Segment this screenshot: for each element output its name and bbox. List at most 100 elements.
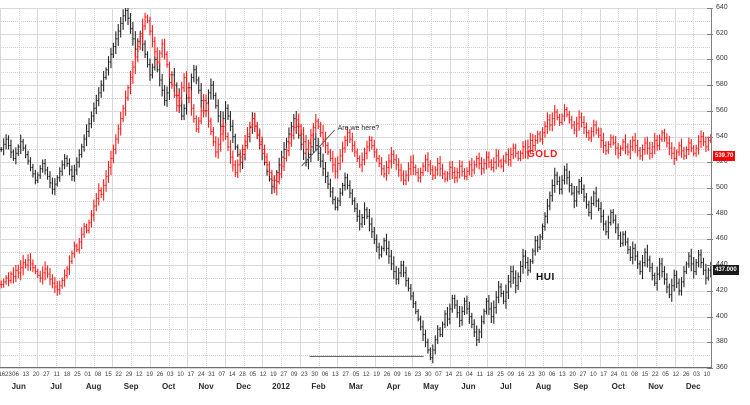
series-hui — [0, 8, 712, 364]
gridline-x-Oct — [599, 8, 601, 368]
gridline-x-minor — [281, 8, 283, 368]
x-month-label-Jul: Jul — [500, 382, 512, 391]
y-axis-label-420: 420 — [716, 286, 728, 294]
x-tick-label: 30 — [424, 372, 432, 378]
x-tick-label: 24 — [610, 372, 618, 378]
gridline-x-Oct — [149, 8, 151, 368]
x-tick-label: 11 — [53, 372, 60, 378]
gridline-x-Dec — [224, 8, 226, 368]
x-tick-label: 27 — [280, 372, 288, 378]
x-tick-label: 29 — [125, 372, 133, 378]
price-tag-hui: 437.000 — [713, 265, 739, 275]
x-tick-label: 05 — [352, 372, 360, 378]
x-tick-label: 10 — [703, 372, 711, 378]
x-tick-label: 16 — [404, 372, 411, 378]
x-month-label-Mar: Mar — [348, 382, 364, 391]
x-month-label-Sep: Sep — [573, 382, 589, 391]
x-tick-label: 14 — [445, 372, 453, 378]
y-tick-600 — [707, 59, 713, 61]
gridline-x-Feb — [299, 8, 301, 368]
x-month-label-Dec: Dec — [685, 382, 701, 391]
y-tick-420 — [707, 290, 713, 292]
series-label-hui: HUI — [536, 272, 555, 283]
x-month-label-2012: 2012 — [272, 382, 290, 391]
x-tick-label: 13 — [559, 372, 566, 378]
gridline-x-Sep — [562, 8, 564, 368]
x-tick-label: 12 — [362, 372, 370, 378]
x-tick-label: 30 — [538, 372, 546, 378]
y-tick-400 — [707, 316, 713, 318]
x-tick-label: 20 — [32, 372, 40, 378]
y-tick-380 — [707, 342, 713, 344]
x-tick-label: 10 — [589, 372, 597, 378]
y-tick-540 — [707, 136, 713, 138]
x-tick-label: 18 — [63, 372, 71, 378]
x-tick-label: 07 — [435, 372, 442, 378]
y-axis-label-520: 520 — [716, 158, 728, 166]
annotation-leader-line — [301, 129, 335, 167]
gridline-x-minor — [318, 8, 320, 368]
gridline-x-Apr — [374, 8, 376, 368]
gridline-x-minor — [543, 8, 545, 368]
x-tick-label: 05 — [249, 372, 257, 378]
gridline-x-minor — [93, 8, 95, 368]
x-tick-label: 24 — [197, 372, 205, 378]
annotation-layer — [301, 129, 424, 357]
x-tick-label: 11 — [476, 372, 483, 378]
gridline-x-Aug — [524, 8, 526, 368]
gridline-x-2012 — [262, 8, 264, 368]
x-month-label-Jul: Jul — [50, 382, 62, 391]
y-tick-640 — [707, 8, 713, 9]
x-tick-label: 19 — [373, 372, 380, 378]
y-axis-label-440: 440 — [716, 261, 728, 269]
gridline-x-minor — [693, 8, 695, 368]
x-month-label-Dec: Dec — [236, 382, 251, 391]
x-month-label-Nov: Nov — [648, 382, 664, 391]
x-month-label-Aug: Aug — [535, 382, 552, 391]
y-tick-520 — [707, 162, 713, 164]
y-axis-label-560: 560 — [716, 106, 728, 114]
gridline-x-minor — [206, 8, 208, 368]
y-tick-460 — [707, 239, 713, 241]
x-tick-label: 22 — [651, 372, 659, 378]
x-tick-label: 17 — [600, 372, 607, 378]
y-tick-360 — [707, 368, 713, 369]
gridline-x-Jul — [37, 8, 39, 368]
x-tick-label: 06 — [12, 372, 19, 378]
x-month-label-Jun: Jun — [461, 382, 476, 391]
x-tick-label: 03 — [693, 372, 700, 378]
y-axis-label-380: 380 — [716, 338, 728, 346]
gridline-x-minor — [131, 8, 133, 368]
price-tag-gold: 539.70 — [713, 151, 736, 161]
gridline-x-Nov — [187, 8, 189, 368]
x-tick-label: 15 — [641, 372, 649, 378]
x-month-label-Apr: Apr — [386, 382, 401, 391]
x-tick-label: 05 — [662, 372, 669, 378]
x-tick-label: 31 — [208, 372, 215, 378]
gridline-x-Sep — [112, 8, 114, 368]
x-month-label-Feb: Feb — [311, 382, 326, 391]
x-tick-label: 07 — [218, 372, 226, 378]
x-tick-label: 03 — [166, 372, 174, 378]
series-label-gold: GOLD — [527, 149, 558, 160]
series-plot — [0, 8, 712, 364]
x-tick-label: 21 — [455, 372, 463, 378]
plot-area — [0, 8, 712, 369]
x-tick-label: 26 — [156, 372, 164, 378]
x-tick-label: 26 — [383, 372, 391, 378]
x-tick-label: 10 — [177, 372, 184, 378]
gridline-x-Nov — [637, 8, 639, 368]
gridline-x-minor — [505, 8, 507, 368]
y-axis-label-360: 360 — [716, 364, 728, 371]
gridline-x-minor — [356, 8, 357, 368]
y-axis-label-640: 640 — [716, 4, 728, 11]
y-axis-label-480: 480 — [716, 209, 728, 217]
x-month-label-Aug: Aug — [85, 382, 102, 391]
x-month-label-May: May — [423, 382, 439, 391]
gridline-x-minor — [243, 8, 245, 368]
y-tick-440 — [707, 265, 713, 267]
x-tick-label: 16 — [517, 372, 525, 378]
x-tick-label: 06 — [321, 372, 329, 378]
gridline-x-Jun — [449, 8, 451, 368]
